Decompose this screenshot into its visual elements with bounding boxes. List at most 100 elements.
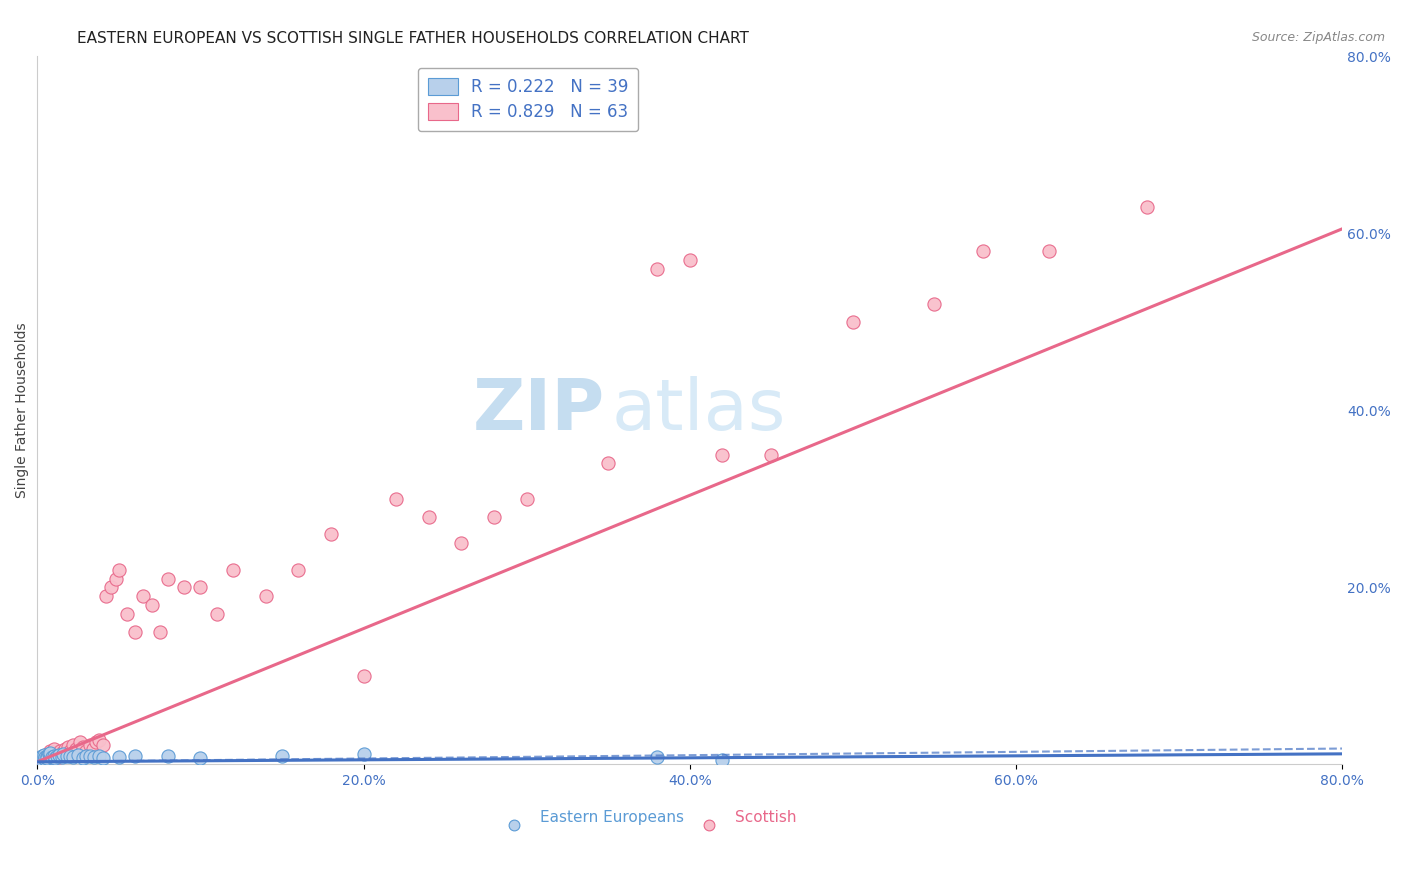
Point: [59, 748, 82, 763]
Point: [44, 751, 66, 765]
Point: [124, 749, 146, 764]
Point: [55, 747, 77, 761]
Point: [37, 747, 59, 761]
Point: [108, 750, 131, 764]
Point: [82, 741, 104, 756]
Y-axis label: Single Father Households: Single Father Households: [15, 323, 30, 498]
Point: [42, 741, 65, 756]
Point: [124, 624, 146, 639]
Point: [156, 748, 179, 763]
Legend: R = 0.222   N = 39, R = 0.829   N = 63: R = 0.222 N = 39, R = 0.829 N = 63: [418, 68, 638, 131]
Point: [51, 748, 73, 763]
Point: [30, 750, 52, 764]
Point: [55, 749, 77, 764]
Point: [598, 457, 620, 471]
Point: [645, 750, 668, 764]
Point: [28, 753, 51, 767]
Point: [41, 751, 63, 765]
Point: [190, 581, 212, 595]
Point: [516, 491, 538, 506]
Point: [711, 753, 734, 767]
Point: [79, 748, 101, 763]
Point: [190, 751, 212, 765]
Point: [45, 749, 67, 764]
Point: [69, 735, 91, 749]
Point: [254, 589, 277, 603]
Point: [132, 589, 155, 603]
Point: [62, 738, 84, 752]
Point: [84, 735, 107, 749]
Point: [91, 751, 114, 765]
Point: [79, 738, 101, 752]
Point: [32, 751, 55, 765]
Point: [52, 747, 75, 761]
Point: [1135, 200, 1157, 214]
Point: [45, 747, 67, 761]
Point: [38, 749, 60, 764]
Point: [149, 624, 172, 639]
Point: [924, 297, 946, 311]
Point: [52, 745, 75, 759]
Point: [49, 744, 72, 758]
Point: [621, 832, 644, 847]
Point: [205, 607, 228, 621]
Point: [115, 607, 138, 621]
Point: [31, 749, 53, 764]
Point: [32, 748, 55, 763]
Text: Scottish: Scottish: [735, 810, 797, 825]
Point: [30, 750, 52, 764]
Point: [53, 741, 76, 756]
Point: [75, 744, 97, 758]
Point: [51, 750, 73, 764]
Point: [58, 739, 80, 754]
Point: [62, 750, 84, 764]
Point: [450, 536, 472, 550]
Point: [39, 744, 62, 758]
Text: atlas: atlas: [612, 376, 786, 445]
Point: [94, 589, 117, 603]
Point: [37, 751, 59, 765]
Point: [842, 315, 865, 329]
Point: [39, 746, 62, 760]
Point: [385, 491, 408, 506]
Point: [866, 832, 889, 847]
Point: [319, 527, 342, 541]
Point: [72, 739, 94, 754]
Text: Source: ZipAtlas.com: Source: ZipAtlas.com: [1251, 31, 1385, 45]
Point: [32, 747, 55, 762]
Point: [75, 749, 97, 764]
Point: [222, 563, 245, 577]
Point: [83, 750, 105, 764]
Point: [156, 572, 179, 586]
Point: [44, 749, 66, 764]
Point: [34, 752, 56, 766]
Point: [34, 751, 56, 765]
Point: [100, 581, 122, 595]
Point: [37, 748, 59, 763]
Point: [59, 744, 82, 758]
Text: EASTERN EUROPEAN VS SCOTTISH SINGLE FATHER HOUSEHOLDS CORRELATION CHART: EASTERN EUROPEAN VS SCOTTISH SINGLE FATH…: [77, 31, 749, 46]
Point: [38, 747, 60, 761]
Point: [31, 753, 53, 767]
Point: [42, 748, 65, 763]
Point: [108, 563, 131, 577]
Point: [48, 750, 70, 764]
Point: [711, 448, 734, 462]
Point: [353, 747, 375, 761]
Point: [104, 572, 127, 586]
Point: [679, 252, 702, 267]
Point: [91, 738, 114, 752]
Point: [353, 669, 375, 683]
Point: [39, 749, 62, 764]
Point: [48, 747, 70, 762]
Point: [31, 752, 53, 766]
Point: [418, 509, 440, 524]
Point: [173, 581, 195, 595]
Point: [30, 752, 52, 766]
Point: [41, 750, 63, 764]
Point: [67, 747, 90, 762]
Point: [34, 750, 56, 764]
Point: [28, 754, 51, 768]
Point: [89, 732, 111, 747]
Point: [645, 261, 668, 276]
